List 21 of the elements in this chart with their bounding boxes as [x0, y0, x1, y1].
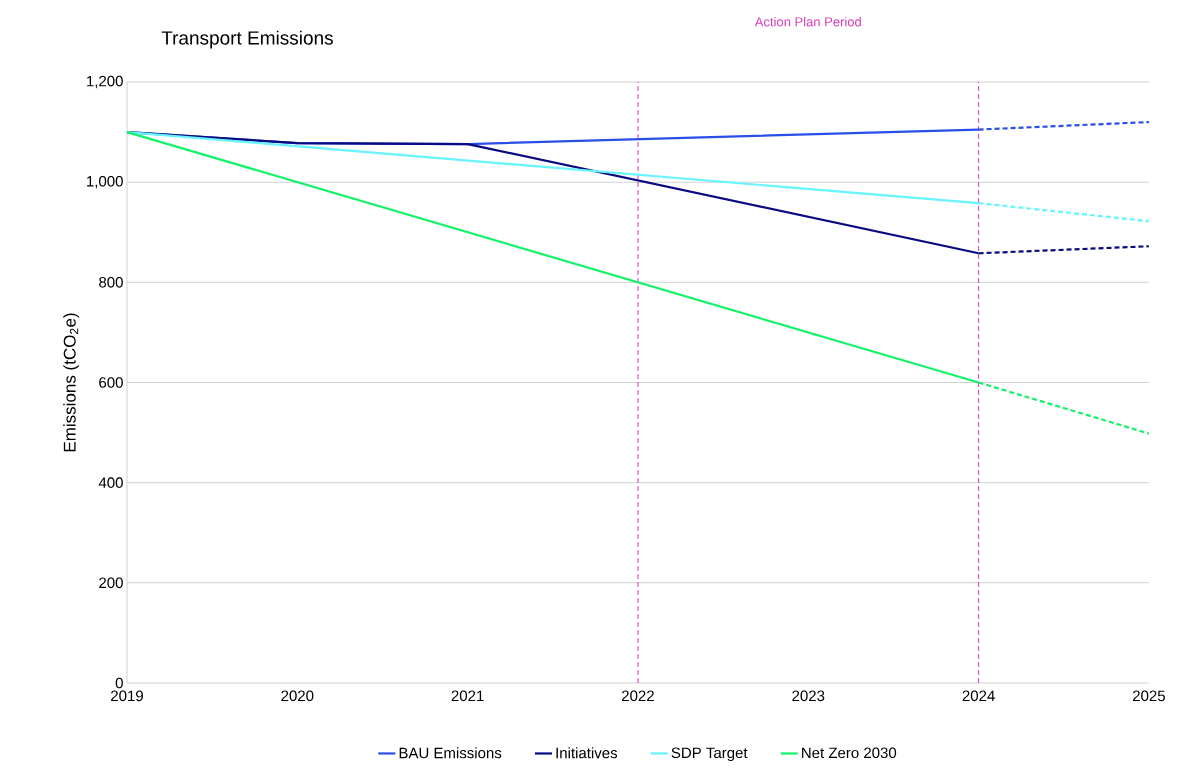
legend-label: Initiatives	[556, 747, 618, 759]
y-tick-label: 800	[99, 277, 123, 288]
x-tick-label: 2024	[962, 690, 995, 702]
y-tick-label: 0	[115, 677, 123, 689]
x-tick-label: 2022	[622, 690, 654, 702]
y-tick-label: 400	[98, 477, 123, 488]
x-tick-label: 2025	[1132, 690, 1165, 702]
y-tick-label: 600	[99, 377, 123, 388]
y-tick-label: 200	[99, 577, 123, 589]
y-tick-label: 1,200	[87, 75, 123, 89]
x-tick-label: 2020	[281, 690, 314, 702]
x-tick-label: 2021	[451, 690, 484, 702]
text: Action Plan Period	[754, 16, 861, 27]
legend-label: BAU Emissions	[399, 747, 502, 759]
x-tick-label: 2023	[792, 690, 825, 702]
chart-title: Transport Emissions	[161, 30, 333, 49]
y-tick-label: 1,000	[87, 175, 123, 189]
legend-label: Net Zero 2030	[802, 747, 897, 759]
legend-label: SDP Target	[671, 747, 748, 762]
y-axis-title: Emissions (tCO$_{2}$e)	[63, 313, 80, 452]
x-tick-label: 2019	[111, 690, 143, 702]
